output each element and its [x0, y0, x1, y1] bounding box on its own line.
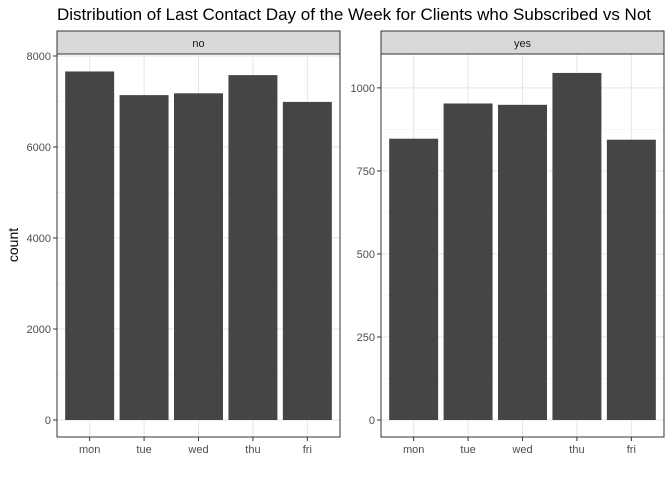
bar-mon: [389, 138, 439, 420]
panel-border: [56, 53, 341, 438]
x-tick-label: thu: [569, 444, 584, 456]
y-tick-label: 1000: [351, 83, 375, 95]
x-tick-label: wed: [511, 444, 532, 456]
y-tick-label: 0: [45, 415, 51, 427]
y-tick-label: 500: [357, 249, 375, 261]
x-tick-label: tue: [136, 444, 151, 456]
x-tick-label: fri: [303, 444, 312, 456]
x-tick-label: tue: [460, 444, 475, 456]
x-tick-label: mon: [403, 444, 424, 456]
x-tick-label: fri: [627, 444, 636, 456]
bar-mon: [65, 71, 115, 420]
y-tick-label: 6000: [27, 142, 51, 154]
bar-tue: [443, 103, 493, 420]
x-tick-label: wed: [187, 444, 208, 456]
bar-fri: [282, 101, 332, 420]
panel-yes: yes 0 250 500 750 1000 mon tue wed thu fri: [351, 30, 665, 456]
chart-title: Distribution of Last Contact Day of the …: [57, 5, 651, 24]
x-tick-label: thu: [245, 444, 260, 456]
x-tick-label: mon: [79, 444, 100, 456]
bar-wed: [174, 93, 223, 420]
facet-strip-label: yes: [514, 38, 532, 50]
panel-border: [380, 53, 665, 438]
y-tick-label: 750: [357, 166, 375, 178]
bar-tue: [119, 95, 169, 420]
y-tick-label: 250: [357, 332, 375, 344]
bar-fri: [606, 139, 656, 421]
y-tick-label: 8000: [27, 51, 51, 63]
panel-no: no 0 2000 4000 6000 8000 mon tue wed thu fri: [27, 30, 341, 456]
bar-thu: [228, 75, 278, 421]
facet-strip-label: no: [192, 38, 204, 50]
bar-thu: [552, 72, 602, 420]
y-tick-label: 2000: [27, 324, 51, 336]
y-tick-label: 0: [369, 415, 375, 427]
bar-wed: [498, 104, 547, 420]
y-tick-label: 4000: [27, 233, 51, 245]
y-axis-title: count: [5, 228, 21, 262]
